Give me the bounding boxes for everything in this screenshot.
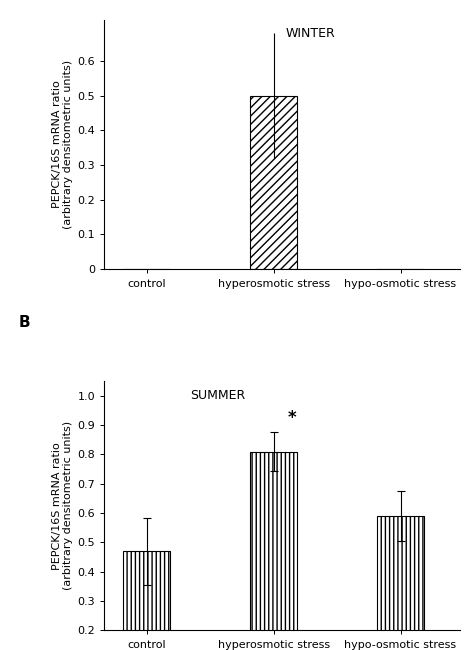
Text: *: *	[288, 410, 297, 427]
Bar	[377, 516, 424, 650]
Bar	[123, 551, 170, 650]
Text: WINTER: WINTER	[286, 27, 335, 40]
Y-axis label: PEPCK/16S mRNA ratio
(arbitrary densitometric units): PEPCK/16S mRNA ratio (arbitrary densitom…	[52, 421, 73, 590]
Y-axis label: PEPCK/16S mRNA ratio
(arbitrary densitometric units): PEPCK/16S mRNA ratio (arbitrary densitom…	[52, 60, 73, 229]
Bar	[250, 452, 297, 650]
Bar	[250, 96, 297, 269]
Text: B: B	[19, 315, 31, 330]
Text: SUMMER: SUMMER	[191, 389, 246, 402]
